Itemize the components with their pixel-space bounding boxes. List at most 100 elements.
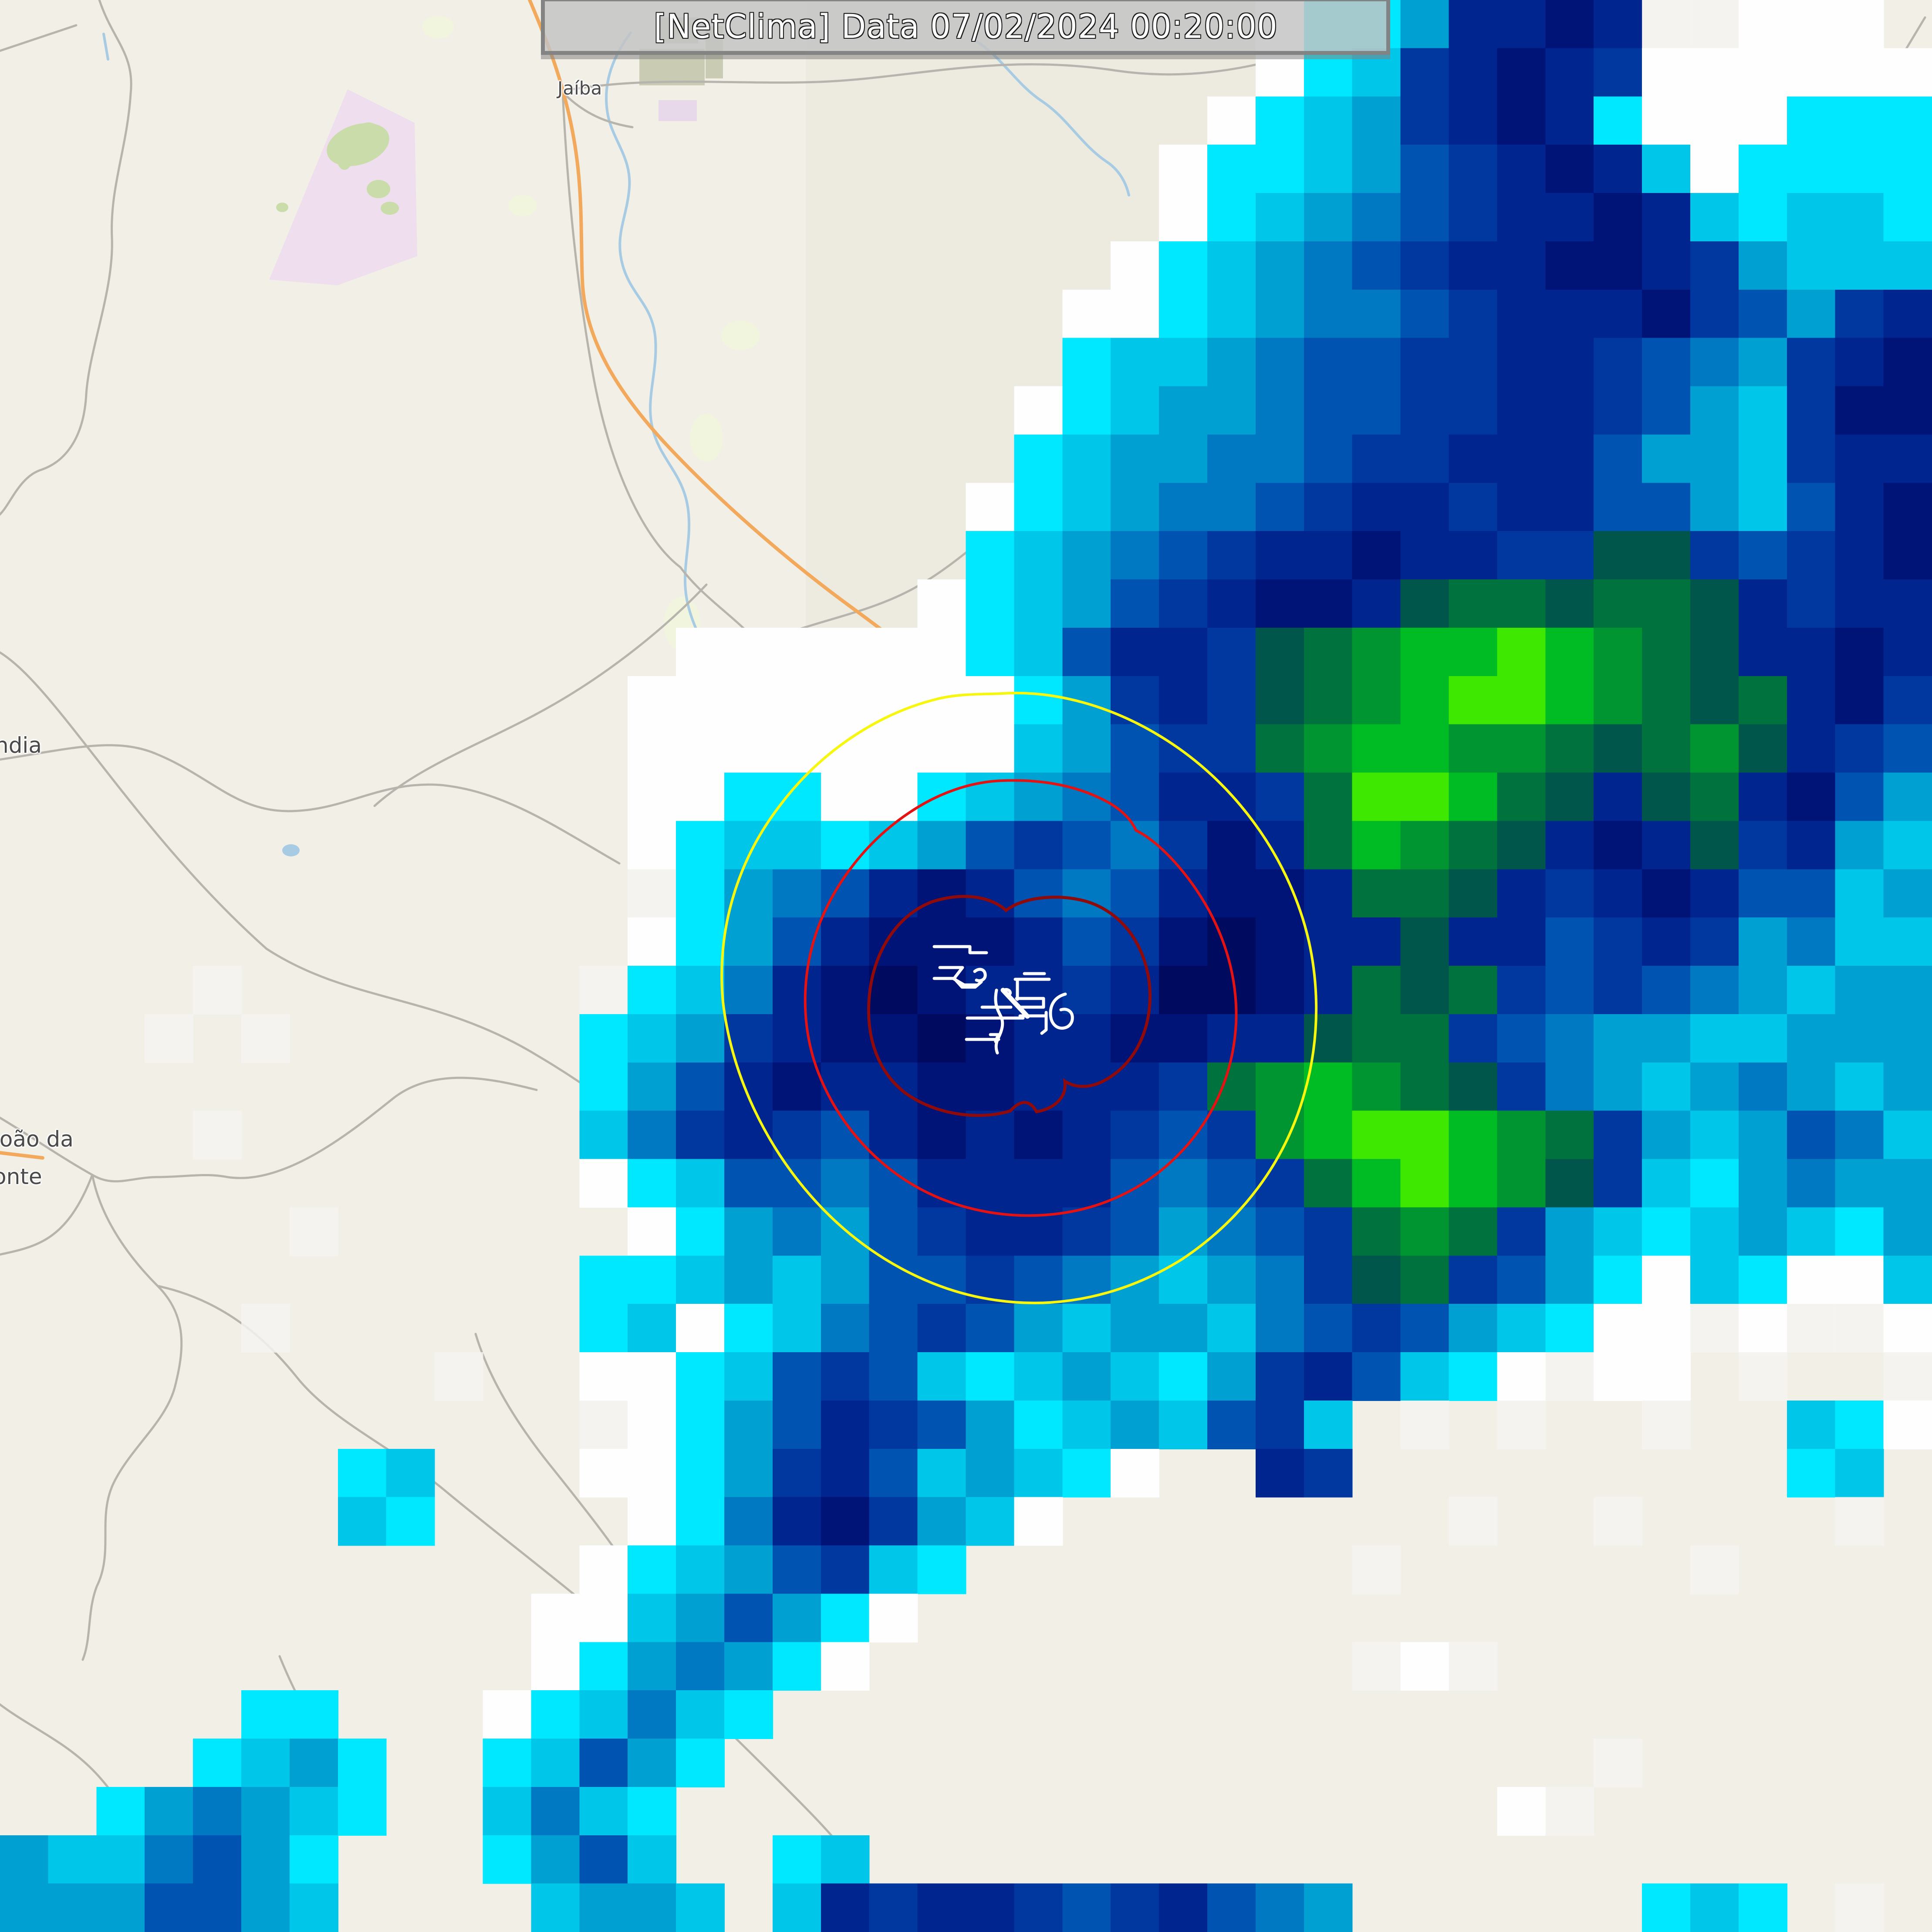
radar-cell xyxy=(1352,1255,1401,1305)
radar-cell xyxy=(1014,1014,1063,1063)
radar-cell xyxy=(1594,193,1643,242)
radar-cell xyxy=(1497,289,1546,338)
radar-cell xyxy=(869,966,918,1015)
radar-cell xyxy=(1400,1642,1449,1691)
radar-cell xyxy=(1255,48,1304,97)
storm-contour-outer xyxy=(720,691,1318,1304)
road xyxy=(0,24,78,52)
radar-cell xyxy=(917,1497,966,1546)
vegetation-patches xyxy=(276,106,689,215)
radar-cell xyxy=(1738,1014,1787,1063)
lightning-glyph xyxy=(1002,988,1012,997)
radar-cell xyxy=(1255,1400,1304,1449)
radar-cell xyxy=(869,627,918,677)
radar-cell xyxy=(821,1642,870,1691)
radar-cell xyxy=(1304,483,1353,532)
radar-cell xyxy=(772,627,821,677)
radar-cell xyxy=(1207,1207,1256,1256)
radar-cell xyxy=(483,1787,532,1836)
radar-cell xyxy=(1400,386,1449,435)
radar-cell xyxy=(628,724,677,773)
radar-cell xyxy=(1690,627,1739,677)
radar-cell xyxy=(1497,483,1546,532)
radar-cell xyxy=(1449,483,1498,532)
radar-cell xyxy=(1062,724,1111,773)
radar-cell xyxy=(1642,1352,1691,1401)
radar-cell xyxy=(1449,338,1498,387)
radar-cell xyxy=(1304,1448,1353,1498)
radar-cell xyxy=(1835,0,1884,49)
radar-cell xyxy=(1690,338,1739,387)
radar-cell xyxy=(1400,145,1449,193)
radar-cell xyxy=(1352,1642,1401,1691)
radar-cell xyxy=(1111,772,1160,822)
radar-cell xyxy=(289,1883,338,1932)
radar-cell xyxy=(579,1883,628,1932)
radar-cell xyxy=(1207,289,1256,338)
radar-cell xyxy=(628,1159,677,1208)
radar-cell xyxy=(676,676,725,725)
radar-cell xyxy=(1449,145,1498,193)
radar-cell xyxy=(676,966,725,1015)
lightning-glyph xyxy=(1015,997,1045,1009)
radar-cell xyxy=(1255,1255,1304,1305)
radar-cell xyxy=(1738,1062,1787,1111)
radar-cell xyxy=(1594,1497,1643,1546)
radar-cell xyxy=(1642,917,1691,966)
radar-cell xyxy=(1255,1352,1304,1401)
radar-cell xyxy=(724,724,773,773)
radar-cell xyxy=(1835,1883,1884,1932)
radar-cell xyxy=(1787,1207,1836,1256)
radar-cell xyxy=(1594,1110,1643,1160)
radar-cell xyxy=(1545,145,1594,193)
radar-cell xyxy=(579,1352,628,1401)
radar-cell xyxy=(628,1207,677,1256)
radar-cell xyxy=(676,869,725,918)
radar-cell xyxy=(966,1352,1015,1401)
radar-cell xyxy=(1883,531,1932,580)
radar-cell xyxy=(1883,289,1932,338)
radar-cell xyxy=(1014,1159,1063,1208)
radar-cell xyxy=(917,1883,966,1932)
radar-cell xyxy=(1594,241,1643,290)
radar-cell xyxy=(1738,434,1787,484)
radar-cell xyxy=(1207,821,1256,870)
radar-cell xyxy=(1642,1400,1691,1449)
radar-cell xyxy=(1835,1255,1884,1305)
radar-cell xyxy=(724,869,773,918)
radar-cell xyxy=(1545,241,1594,290)
radar-cell xyxy=(1207,483,1256,532)
radar-cell xyxy=(628,1690,677,1739)
radar-cell xyxy=(1255,1883,1304,1932)
radar-cell xyxy=(289,1835,338,1884)
radar-cell xyxy=(821,627,870,677)
radar-cell xyxy=(917,1448,966,1498)
radar-cell xyxy=(1304,241,1353,290)
radar-cell xyxy=(531,1883,580,1932)
radar-cell xyxy=(1400,869,1449,918)
radar-cell xyxy=(628,772,677,822)
radar-cell xyxy=(1545,1787,1594,1836)
radar-cell xyxy=(1449,1014,1498,1063)
radar-cell xyxy=(483,1739,532,1787)
radar-cell xyxy=(1400,1304,1449,1353)
title-bar: [NetClima] Data 07/02/2024 00:20:00 xyxy=(541,0,1390,55)
radar-cell xyxy=(1207,1400,1256,1449)
radar-cell xyxy=(1400,1207,1449,1256)
storm-contour-inner xyxy=(867,895,1152,1117)
radar-cell xyxy=(1835,1304,1884,1353)
radar-cell xyxy=(1642,869,1691,918)
radar-cell xyxy=(1400,966,1449,1015)
radar-cell xyxy=(1014,676,1063,725)
radar-cell xyxy=(1545,1110,1594,1160)
radar-cell xyxy=(1690,1062,1739,1111)
radar-cell xyxy=(1787,0,1836,49)
radar-cell xyxy=(531,1739,580,1787)
radar-cell xyxy=(1690,1014,1739,1063)
radar-cell xyxy=(1352,1014,1401,1063)
radar-cell xyxy=(676,1207,725,1256)
radar-cell xyxy=(772,869,821,918)
radar-cell xyxy=(1111,869,1160,918)
radar-cell xyxy=(1545,676,1594,725)
